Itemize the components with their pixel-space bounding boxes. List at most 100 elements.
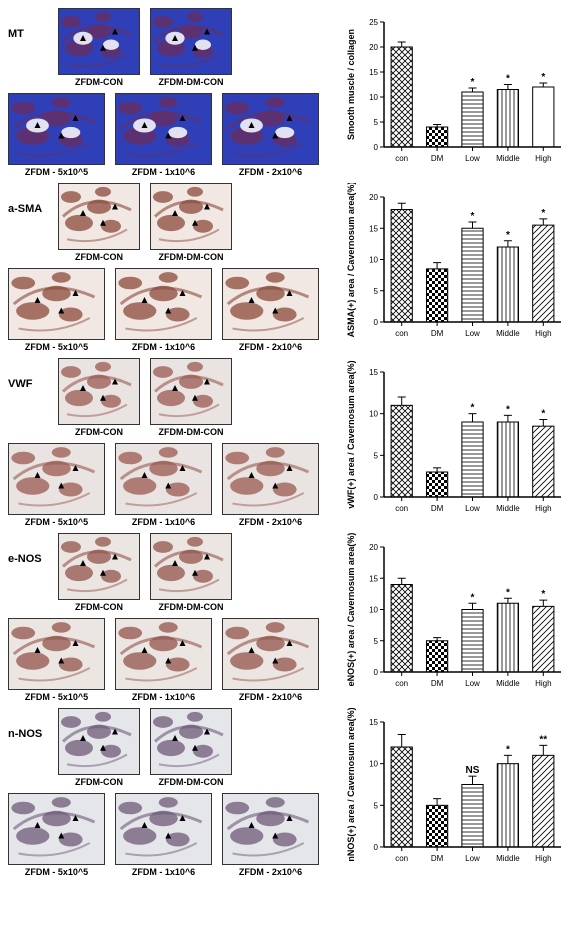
thumb-nnos-bot-2: ZFDM - 2x10^6 — [222, 793, 319, 877]
thumb-label: ZFDM - 1x10^6 — [132, 867, 195, 877]
svg-text:15: 15 — [369, 718, 378, 727]
svg-text:DM: DM — [431, 679, 444, 688]
thumb-label: ZFDM - 5x10^5 — [25, 867, 88, 877]
histology-image — [58, 708, 140, 775]
section-label-nnos: n-NOS — [8, 708, 48, 740]
svg-text:con: con — [395, 854, 408, 863]
svg-text:5: 5 — [374, 287, 379, 296]
svg-text:High: High — [535, 679, 551, 688]
histology-image — [58, 533, 140, 600]
thumb-label: ZFDM - 1x10^6 — [132, 342, 195, 352]
histology-image — [115, 793, 212, 865]
asma-chart: 05101520conDM*Low*Middle*HighASMA(+) are… — [342, 183, 567, 348]
bar-dm — [426, 472, 447, 497]
svg-text:15: 15 — [369, 574, 378, 583]
sig-label: * — [471, 211, 475, 222]
bar-con — [391, 747, 412, 847]
thumb-label: ZFDM - 1x10^6 — [132, 517, 195, 527]
thumb-vwf-bot-0: ZFDM - 5x10^5 — [8, 443, 105, 527]
section-vwf: VWFZFDM-CONZFDM-DM-CONZFDM - 5x10^5ZFDM … — [8, 358, 572, 527]
bar-low — [462, 785, 483, 848]
svg-text:con: con — [395, 329, 408, 338]
thumb-nnos-bot-0: ZFDM - 5x10^5 — [8, 793, 105, 877]
svg-text:High: High — [535, 154, 551, 163]
bar-low — [462, 610, 483, 673]
histology-image — [150, 533, 232, 600]
thumb-label: ZFDM-CON — [75, 602, 123, 612]
thumb-label: ZFDM-DM-CON — [159, 77, 224, 87]
histology-image — [115, 93, 212, 165]
histology-image — [8, 268, 105, 340]
thumb-label: ZFDM - 2x10^6 — [239, 867, 302, 877]
thumb-label: ZFDM - 5x10^5 — [25, 517, 88, 527]
svg-text:Low: Low — [465, 154, 480, 163]
bar-dm — [426, 127, 447, 147]
svg-text:DM: DM — [431, 154, 444, 163]
histology-image — [222, 443, 319, 515]
svg-text:DM: DM — [431, 504, 444, 513]
svg-text:Middle: Middle — [496, 329, 520, 338]
thumb-label: ZFDM-CON — [75, 252, 123, 262]
thumb-mt-top-1: ZFDM-DM-CON — [150, 8, 232, 87]
thumb-nnos-top-1: ZFDM-DM-CON — [150, 708, 232, 787]
thumb-label: ZFDM-DM-CON — [159, 252, 224, 262]
svg-text:con: con — [395, 504, 408, 513]
histology-image — [150, 708, 232, 775]
section-label-vwf: VWF — [8, 358, 48, 390]
thumb-vwf-top-0: ZFDM-CON — [58, 358, 140, 437]
section-label-enos: e-NOS — [8, 533, 48, 565]
sig-label: NS — [466, 765, 480, 776]
svg-text:con: con — [395, 154, 408, 163]
thumb-label: ZFDM - 2x10^6 — [239, 692, 302, 702]
histology-image — [58, 183, 140, 250]
sig-label: * — [506, 587, 510, 598]
histology-image — [8, 93, 105, 165]
bar-high — [533, 606, 554, 672]
sig-label: * — [541, 409, 545, 420]
bar-low — [462, 92, 483, 147]
thumb-enos-bot-1: ZFDM - 1x10^6 — [115, 618, 212, 702]
vwf-chart: 051015conDM*Low*Middle*HighvWF(+) area /… — [342, 358, 567, 523]
histology-image — [115, 618, 212, 690]
bar-con — [391, 405, 412, 497]
sig-label: * — [506, 74, 510, 85]
svg-text:Middle: Middle — [496, 154, 520, 163]
nnos-chart: 051015conDMNSLow*Middle**HighnNOS(+) are… — [342, 708, 567, 873]
thumb-nnos-bot-1: ZFDM - 1x10^6 — [115, 793, 212, 877]
thumb-mt-bot-2: ZFDM - 2x10^6 — [222, 93, 319, 177]
sig-label: * — [506, 744, 510, 755]
svg-text:con: con — [395, 679, 408, 688]
sig-label: * — [471, 77, 475, 88]
bar-con — [391, 210, 412, 323]
sig-label: * — [541, 72, 545, 83]
y-axis-label: Smooth muscle / collagen — [346, 29, 356, 140]
bar-low — [462, 422, 483, 497]
y-axis-label: vWF(+) area / Cavernosum area(%) — [346, 360, 356, 508]
svg-text:DM: DM — [431, 854, 444, 863]
thumb-label: ZFDM - 2x10^6 — [239, 517, 302, 527]
svg-text:Low: Low — [465, 854, 480, 863]
svg-text:High: High — [535, 504, 551, 513]
svg-text:Low: Low — [465, 679, 480, 688]
thumb-label: ZFDM - 2x10^6 — [239, 342, 302, 352]
sig-label: * — [541, 208, 545, 219]
histology-image — [150, 8, 232, 75]
bar-high — [533, 87, 554, 147]
svg-text:25: 25 — [369, 18, 378, 27]
section-label-mt: MT — [8, 8, 48, 40]
svg-text:5: 5 — [374, 801, 379, 810]
svg-text:0: 0 — [374, 493, 379, 502]
sig-label: * — [471, 592, 475, 603]
bar-dm — [426, 641, 447, 672]
section-enos: e-NOSZFDM-CONZFDM-DM-CONZFDM - 5x10^5ZFD… — [8, 533, 572, 702]
thumb-label: ZFDM - 5x10^5 — [25, 342, 88, 352]
histology-image — [222, 618, 319, 690]
svg-text:20: 20 — [369, 193, 378, 202]
svg-text:10: 10 — [369, 256, 378, 265]
histology-image — [8, 443, 105, 515]
thumb-asma-top-0: ZFDM-CON — [58, 183, 140, 262]
svg-text:High: High — [535, 329, 551, 338]
svg-text:0: 0 — [374, 143, 379, 152]
thumb-vwf-bot-2: ZFDM - 2x10^6 — [222, 443, 319, 527]
enos-chart: 05101520conDM*Low*Middle*HigheNOS(+) are… — [342, 533, 567, 698]
